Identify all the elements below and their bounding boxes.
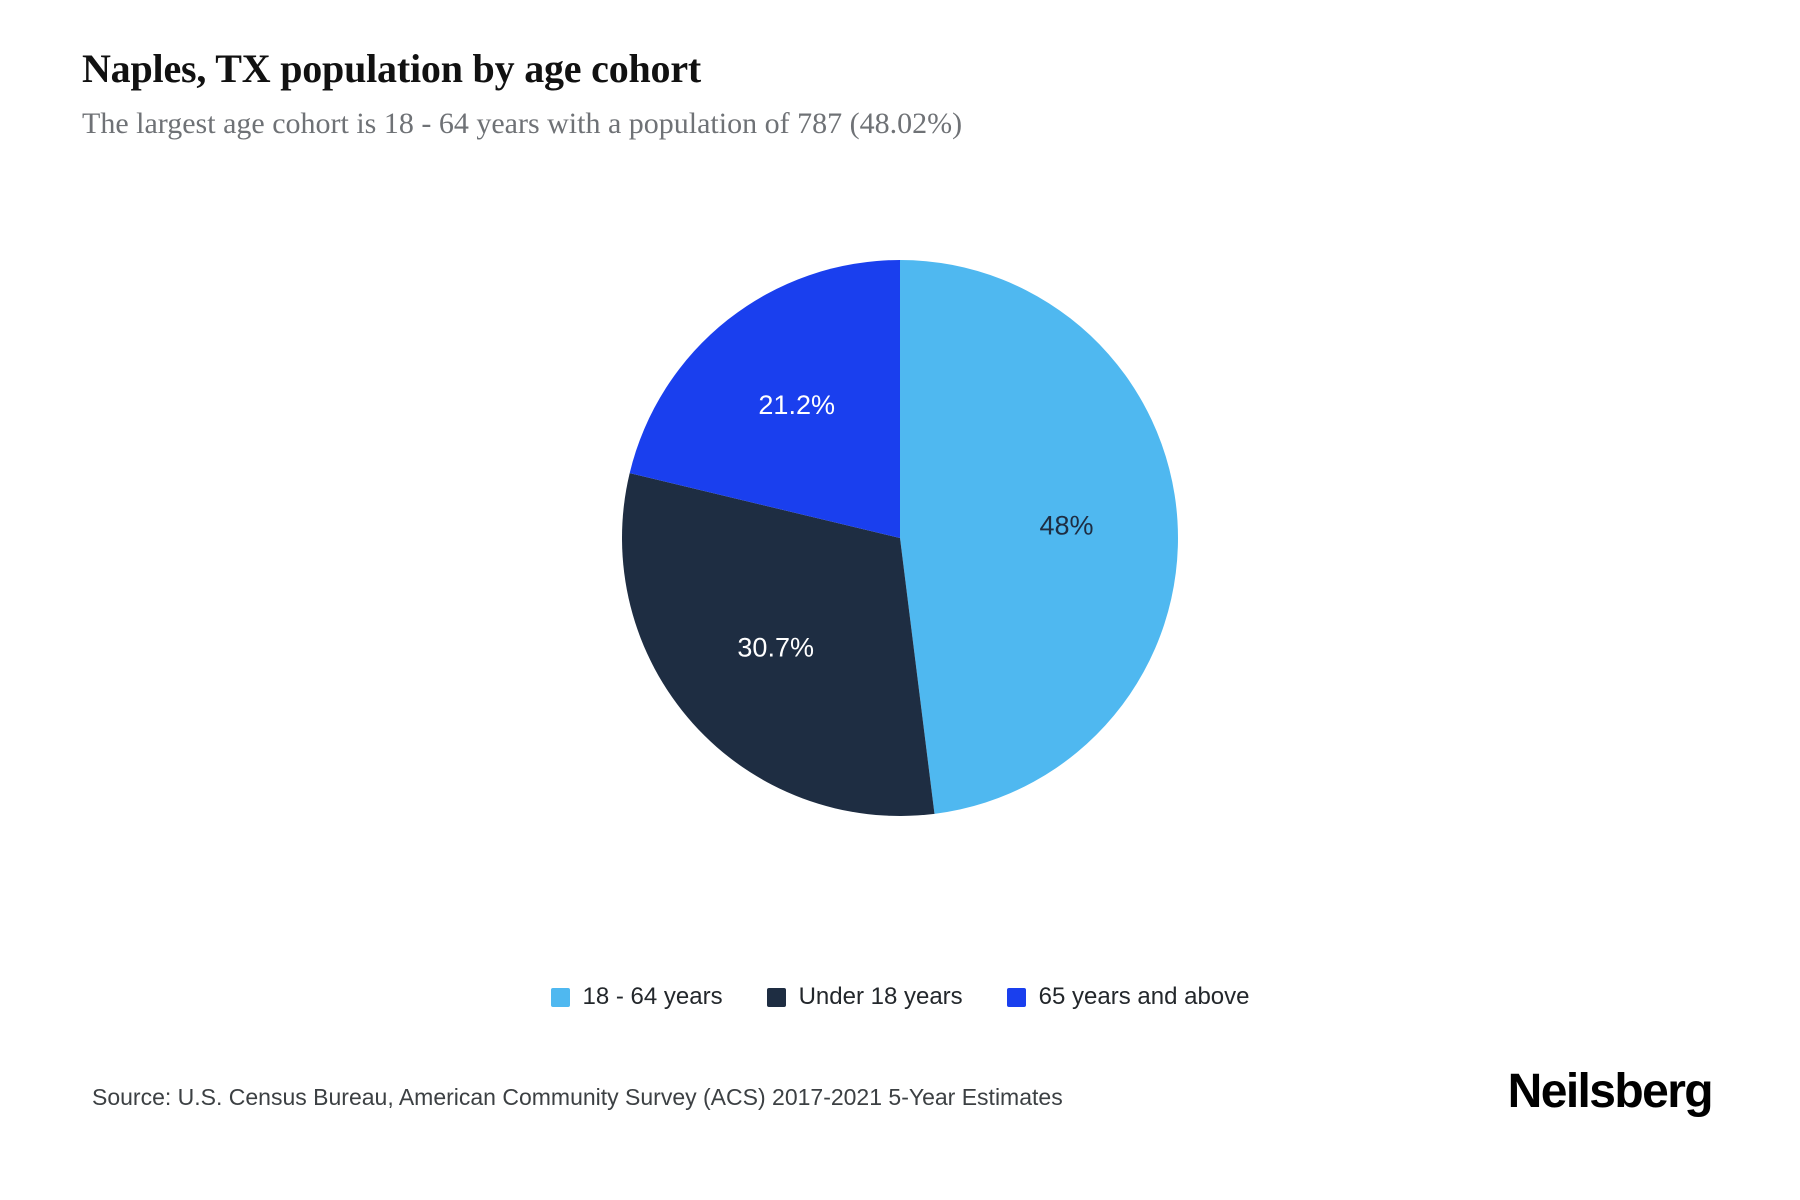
legend-swatch-icon (550, 987, 570, 1007)
pie-chart-svg: 48% 30.7% 21.2% (621, 260, 1178, 816)
pie-chart: 48% 30.7% 21.2% (0, 228, 1800, 868)
pie-label-under-18-years: 30.7% (737, 632, 814, 662)
legend-item-label: 18 - 64 years (582, 983, 723, 1010)
chart-legend: 18 - 64 years Under 18 years 65 years an… (0, 985, 1800, 1009)
legend-item-65-years-and-above[interactable]: 65 years and above (1006, 983, 1250, 1010)
pie-slice-65-years-and-above[interactable] (629, 260, 900, 538)
legend-swatch-icon (766, 987, 786, 1007)
legend-item-label: Under 18 years (798, 983, 963, 1010)
pie-slice-under-18-years[interactable] (621, 473, 935, 816)
chart-subtitle: The largest age cohort is 18 - 64 years … (82, 107, 963, 140)
pie-slice-labels: 48% 30.7% 21.2% (737, 390, 1093, 662)
legend-item-label: 65 years and above (1038, 983, 1250, 1010)
chart-header: Naples, TX population by age cohort The … (82, 46, 1722, 142)
pie-slices (621, 260, 1178, 816)
page-title: Naples, TX population by age cohort (82, 46, 702, 91)
pie-label-18-64-years: 48% (1039, 511, 1093, 541)
source-attribution: Source: U.S. Census Bureau, American Com… (92, 1084, 1063, 1110)
legend-item-18-64-years[interactable]: 18 - 64 years (550, 983, 723, 1010)
pie-slice-18-64-years[interactable] (900, 260, 1178, 814)
pie-label-65-years-and-above: 21.2% (758, 390, 835, 420)
neilsberg-logo: Neilsberg (1507, 1065, 1714, 1118)
legend-item-under-18-years[interactable]: Under 18 years (766, 983, 963, 1010)
chart-footer: Source: U.S. Census Bureau, American Com… (0, 1060, 1800, 1150)
legend-swatch-icon (1006, 987, 1026, 1007)
